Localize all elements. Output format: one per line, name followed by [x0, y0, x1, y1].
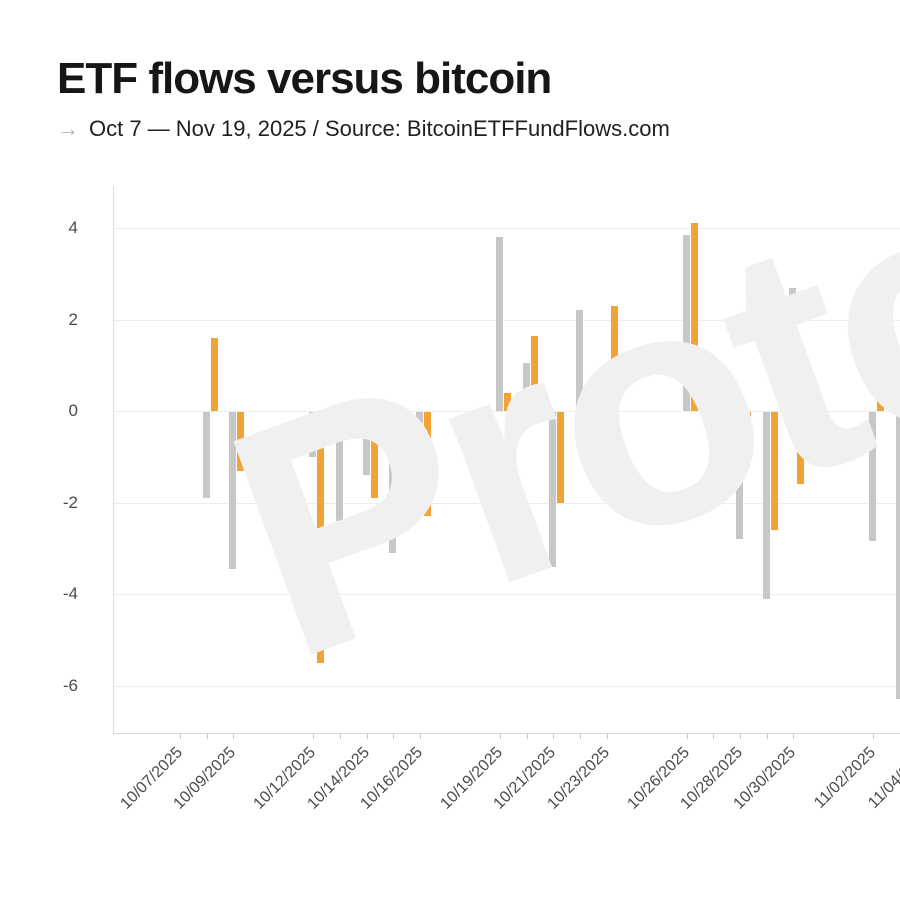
x-axis-tick	[766, 734, 768, 739]
x-axis-tick	[313, 734, 315, 739]
gridline-y-2	[113, 320, 900, 321]
bar-bitcoin-10/29/2025	[762, 412, 770, 599]
y-axis-line	[113, 186, 114, 733]
y-axis-tick-label: 0	[68, 401, 78, 420]
bar-etf_flows-10/15/2025	[397, 412, 405, 503]
bar-bitcoin-10/09/2025	[229, 412, 237, 569]
gridline-y-0	[113, 411, 900, 412]
bar-etf_flows-10/22/2025	[584, 412, 591, 443]
bar-bitcoin-10/26/2025	[682, 234, 690, 411]
y-axis-tick-label: -2	[62, 492, 78, 512]
bar-etf_flows-10/26/2025	[690, 223, 698, 411]
bar-etf_flows-10/14/2025	[370, 412, 378, 498]
page-title: ETF flows versus bitcoin	[57, 54, 552, 103]
bar-etf_flows-10/21/2025	[557, 412, 565, 503]
x-axis-tick	[686, 734, 688, 739]
gridline-y--6	[113, 686, 900, 687]
bar-etf_flows-10/19/2025	[504, 392, 511, 411]
x-axis-tick	[180, 734, 181, 739]
bar-bitcoin-10/13/2025	[336, 412, 343, 521]
x-axis-tick	[553, 734, 555, 739]
x-axis-tick	[500, 734, 501, 739]
bar-bitcoin-10/20/2025	[522, 363, 530, 411]
y-axis-tick-label: 4	[68, 218, 78, 237]
bar-etf_flows-10/16/2025	[424, 412, 431, 517]
bar-etf_flows-10/20/2025	[530, 335, 538, 411]
bar-etf_flows-10/28/2025	[744, 412, 752, 462]
bar-bitcoin-10/08/2025	[202, 412, 210, 498]
x-axis-tick	[606, 734, 608, 739]
bar-bitcoin-10/27/2025	[709, 412, 717, 448]
bar-bitcoin-11/02/2025	[869, 412, 877, 542]
bar-bitcoin-10/14/2025	[362, 412, 370, 475]
bar-etf_flows-10/12/2025	[317, 412, 325, 663]
y-axis-tick-label: -4	[62, 584, 78, 603]
x-axis-line	[113, 733, 900, 734]
bar-etf_flows-10/13/2025	[344, 401, 351, 412]
bar-etf_flows-10/27/2025	[717, 412, 725, 430]
bar-etf_flows-10/30/2025	[797, 412, 805, 485]
bar-bitcoin-10/19/2025	[496, 237, 503, 411]
x-axis-tick	[340, 734, 341, 739]
bar-bitcoin-10/30/2025	[789, 287, 797, 411]
bar-etf_flows-10/08/2025	[210, 337, 218, 411]
gridline-y--4	[113, 594, 900, 595]
bar-bitcoin-10/15/2025	[389, 412, 397, 553]
bar-bitcoin-11/03/2025	[896, 412, 900, 700]
x-axis-tick	[740, 734, 742, 739]
gridline-y-4	[113, 228, 900, 229]
arrow-right-icon: →	[57, 116, 79, 142]
bar-etf_flows-10/23/2025	[610, 305, 618, 411]
bar-bitcoin-10/22/2025	[576, 310, 583, 412]
x-axis-tick	[420, 734, 421, 739]
y-axis-tick-label: 2	[68, 309, 78, 329]
y-axis-tick-label: -6	[62, 675, 78, 695]
gridline-y--2	[113, 503, 900, 504]
bar-etf_flows-11/02/2025	[877, 314, 885, 411]
x-axis-tick	[793, 734, 795, 739]
chart-subtitle: → Oct 7 — Nov 19, 2025 / Source: Bitcoin…	[57, 116, 877, 142]
x-axis-tick	[233, 734, 235, 739]
bar-bitcoin-10/16/2025	[416, 412, 423, 489]
subtitle-text: Oct 7 — Nov 19, 2025 / Source: BitcoinET…	[89, 116, 670, 142]
x-axis-tick	[393, 734, 395, 739]
bar-bitcoin-10/28/2025	[736, 412, 744, 540]
bar-bitcoin-10/12/2025	[309, 412, 317, 457]
x-axis-tick	[873, 734, 875, 739]
bar-etf_flows-10/29/2025	[770, 412, 778, 530]
bar-bitcoin-10/23/2025	[602, 392, 610, 411]
x-axis-tick	[526, 734, 528, 739]
bar-bitcoin-10/21/2025	[549, 412, 557, 567]
x-axis-tick	[206, 734, 208, 739]
x-axis-tick	[713, 734, 715, 739]
x-axis-tick	[580, 734, 581, 739]
chart-header: ETF flows versus bitcoin → Oct 7 — Nov 1…	[57, 54, 877, 142]
bar-etf_flows-10/09/2025	[237, 412, 245, 471]
x-axis-tick	[366, 734, 368, 739]
